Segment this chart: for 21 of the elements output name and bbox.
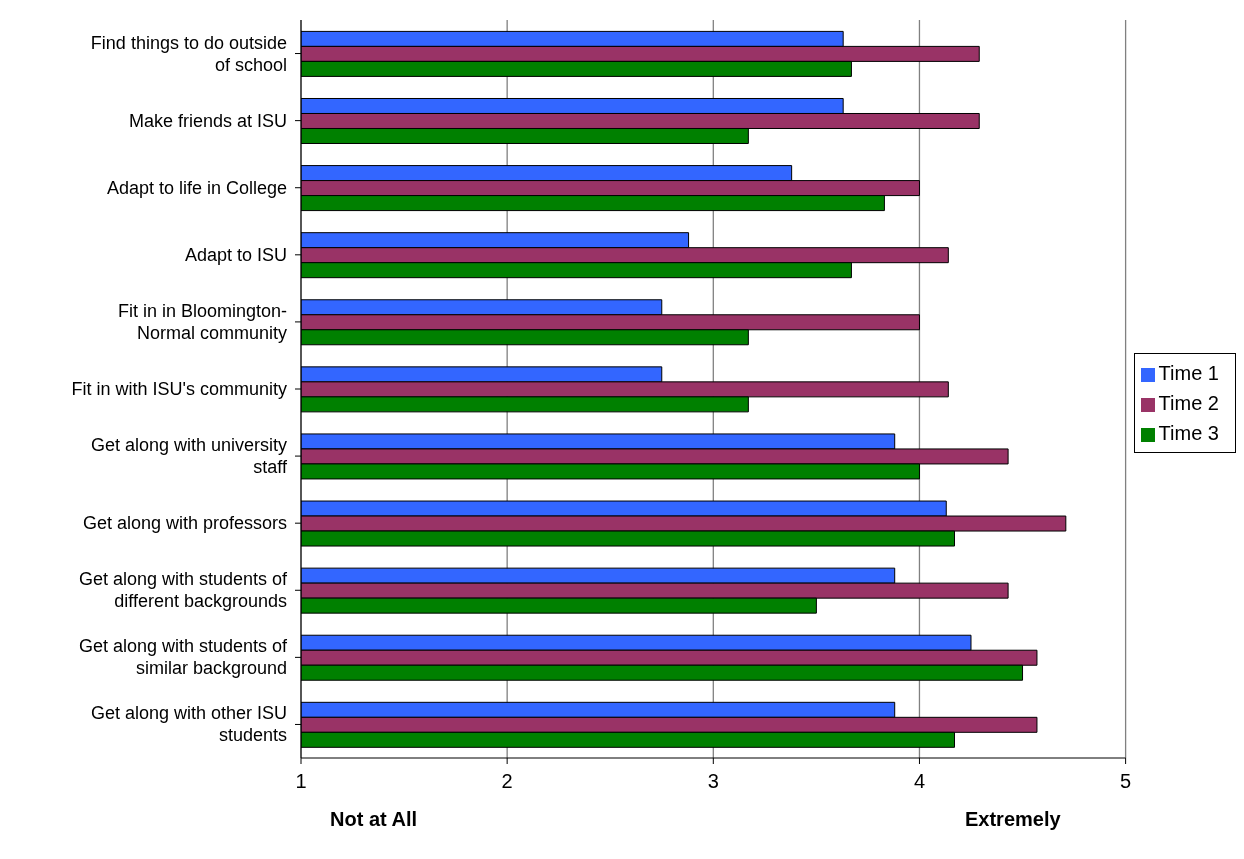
x-tick-label: 4 [913, 770, 926, 793]
x-tick-label: 1 [295, 770, 307, 793]
text: Extremely [965, 808, 1061, 831]
y-tick-label: Get along with other ISU students [90, 703, 287, 746]
y-tick-label: Get along with professors [82, 513, 287, 534]
y-tick-label: Get along with students of similar background [78, 636, 288, 679]
y-tick-label: Get along with university staff [90, 435, 288, 478]
legend-label: Time 3 [1158, 422, 1219, 444]
y-tick-label: Fit in with ISU's community [71, 379, 287, 399]
x-tick-label: 2 [501, 770, 513, 793]
y-tick-label: Adapt to ISU [184, 244, 287, 265]
legend-label: Time 2 [1158, 392, 1219, 414]
y-tick-label: Adapt to life in College [106, 177, 287, 198]
y-tick-label: Find things to do outside of school [90, 32, 287, 75]
text: Not at All [330, 808, 418, 831]
legend-label: Time 1 [1158, 362, 1219, 384]
y-tick-label: Fit in in Bloomington-Normal community [117, 300, 287, 343]
x-tick-label: 5 [1120, 770, 1132, 793]
y-tick-label: Get along with students of different backgrounds [78, 569, 288, 612]
x-tick-label: 3 [707, 770, 719, 793]
y-tick-label: Make friends at ISU [128, 110, 287, 131]
